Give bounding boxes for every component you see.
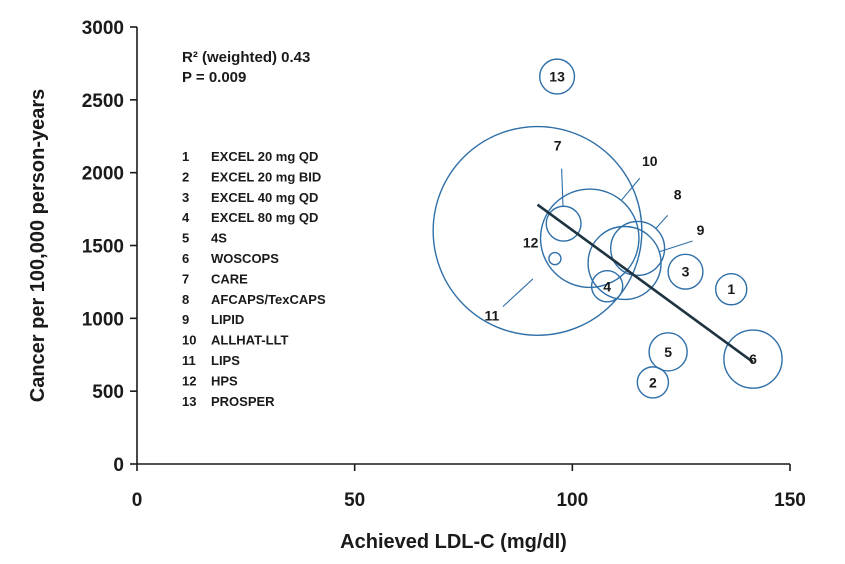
leader-line-8 [655,215,669,229]
point-label-6: 6 [749,351,757,367]
legend-number: 8 [182,292,189,307]
point-label-11: 11 [485,308,500,324]
legend-label: EXCEL 80 mg QD [211,210,318,225]
point-label-9: 9 [697,222,705,238]
leader-line-9 [659,240,693,253]
legend-number: 6 [182,251,189,266]
legend-label: LIPID [211,312,244,327]
legend-number: 11 [182,353,196,368]
legend-label: 4S [211,231,227,246]
bubble-3 [667,253,704,290]
legend-label: EXCEL 20 mg BID [211,169,321,184]
legend-number: 9 [182,312,189,327]
y-tick-label: 0 [113,455,124,476]
legend-label: WOSCOPS [211,251,279,266]
bubble-7 [545,205,582,242]
point-label-10: 10 [642,153,658,169]
point-label-7: 7 [554,138,562,154]
y-tick-label: 3000 [82,18,124,39]
bubble-5 [648,332,688,372]
legend-label: ALLHAT-LLT [211,333,289,348]
legend-number: 13 [182,394,196,409]
stat-line: R² (weighted) 0.43 [182,49,310,66]
bubble-10 [539,188,640,289]
y-tick-label: 1000 [82,309,124,330]
legend-label: AFCAPS/TexCAPS [211,292,326,307]
stats-block: R² (weighted) 0.43 P = 0.009 [182,49,310,86]
legend-label: CARE [211,271,248,286]
legend-number: 10 [182,333,196,348]
legend-number: 1 [182,149,189,164]
bubble-4 [590,270,624,303]
legend-label: EXCEL 40 mg QD [211,190,318,205]
point-label-13: 13 [549,69,565,85]
trend-line [536,203,754,364]
bubble-1 [714,272,748,306]
point-label-5: 5 [664,344,672,360]
y-tick-label: 2000 [82,164,124,185]
x-tick-label: 0 [132,490,143,511]
point-label-12: 12 [523,235,539,251]
x-tick-label: 100 [556,490,588,511]
stat-line: P = 0.009 [182,69,246,86]
legend-number: 5 [182,231,189,246]
y-tick-label: 1500 [82,237,124,258]
bubble-6 [723,329,783,389]
point-label-2: 2 [649,374,657,390]
legend-number: 2 [182,169,189,184]
y-tick-label: 2500 [82,91,124,112]
leader-lines [502,168,693,308]
point-label-1: 1 [727,281,735,297]
legend-label: EXCEL 20 mg QD [211,149,318,164]
bubble-11 [548,251,562,266]
axes: 0 500 1000 1500 2000 2500 3000 0 50 100 150 Achieve… [27,18,806,553]
bubbles [432,58,783,399]
bubble-8 [609,220,666,277]
y-axis-title: Cancer per 100,000 person-years [27,89,49,403]
legend-label: PROSPER [211,394,275,409]
bubble-2 [636,366,670,399]
bubble-12 [432,125,643,336]
y-tick-label: 500 [92,382,124,403]
legend-number: 7 [182,271,189,286]
legend-label: LIPS [211,353,240,368]
leader-line-10 [620,177,641,201]
x-axis-title: Achieved LDL-C (mg/dl) [340,531,567,553]
point-label-4: 4 [603,278,611,294]
bubble-13 [539,58,576,95]
point-label-8: 8 [674,186,682,202]
legend: 1 EXCEL 20 mg QD 2 EXCEL 20 mg BID 3 EXCEL 40… [182,149,326,409]
legend-number: 4 [182,210,190,225]
x-tick-label: 50 [344,490,365,511]
legend-number: 12 [182,373,196,388]
legend-number: 3 [182,190,189,205]
leader-line-11 [502,278,534,308]
trend [536,203,754,364]
legend-label: HPS [211,373,238,388]
bubble-9 [587,225,662,301]
point-label-3: 3 [682,264,690,280]
x-tick-label: 150 [774,490,806,511]
leader-line-7 [561,168,564,207]
